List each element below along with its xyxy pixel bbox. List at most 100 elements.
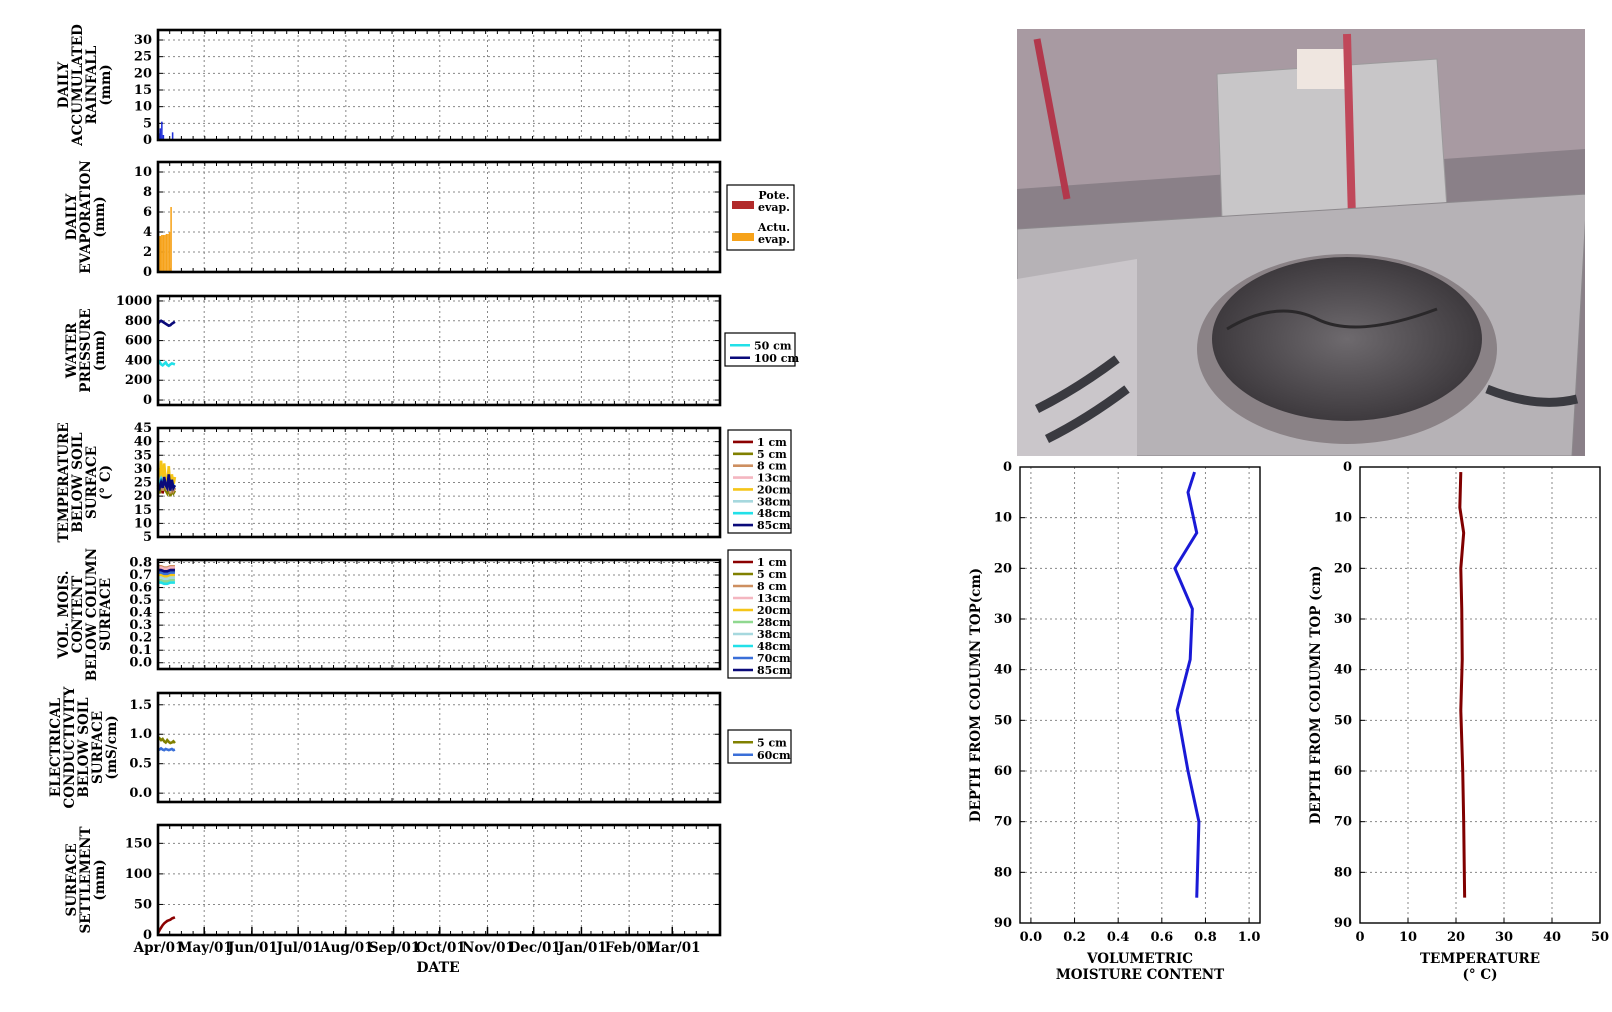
pressure-ytick-label: 400 — [125, 353, 152, 368]
vmc_profile-ytick-label: 50 — [994, 713, 1012, 728]
x-tick-label: Sep/01 — [369, 940, 421, 956]
temp_profile-ytick-label: 10 — [1334, 511, 1352, 526]
temperature-ytick-label: 15 — [134, 503, 152, 518]
temp_profile-panel: 0 10 20 30 40 500102030405060708090TEMPERATUR… — [1308, 460, 1609, 983]
evap-ytick-label: 8 — [143, 185, 152, 200]
rain-ytick-label: 25 — [134, 50, 152, 65]
vmc_profile-ylabel: DEPTH FROM COLUMN TOP(cm) — [968, 568, 984, 822]
evap-bar — [163, 235, 165, 272]
temp_profile-profile-line — [1460, 472, 1465, 898]
temperature-ytick-label: 40 — [134, 435, 152, 450]
evap-ytick-label: 4 — [143, 225, 152, 240]
vmc_profile-xtick-label: 0.8 — [1194, 930, 1217, 945]
ec-ytick-label: 0.0 — [129, 786, 152, 801]
moisture-ylabel: SURFACE — [98, 578, 114, 651]
temp_profile-ytick-label: 90 — [1334, 916, 1352, 931]
temp_profile-ytick-label: 40 — [1334, 663, 1352, 678]
evap-panel: 0246810DAILYEVAPORATION(mm)Pote.evap.Act… — [64, 160, 794, 280]
evap-ytick-label: 0 — [143, 265, 152, 280]
temp_profile-xtick-label: 50 — [1591, 930, 1609, 945]
x-tick-label: Jan/01 — [557, 940, 607, 956]
moisture-series-13cm — [158, 568, 175, 569]
vmc_profile-profile-line — [1175, 472, 1199, 898]
moisture-frame — [158, 560, 720, 669]
ec-panel: 0.00.51.01.5ELECTRICALCONDUCTIVITYBELOW … — [48, 686, 791, 808]
x-tick-label: Aug/01 — [319, 940, 373, 956]
temperature-legend-label: 85cm — [757, 519, 791, 532]
temperature-ytick-label: 25 — [134, 476, 152, 491]
ec-series-60cm — [158, 748, 175, 750]
vmc_profile-panel: 0.0 0.2 0.4 0.6 0.8 1.00102030405060708090VOL… — [968, 460, 1260, 983]
rain-ytick-label: 10 — [134, 100, 152, 115]
x-tick-label: Jun/01 — [227, 940, 278, 956]
pressure-ytick-label: 800 — [125, 314, 152, 329]
settlement-series-settlement — [158, 917, 175, 933]
vmc_profile-xtick-label: 0.4 — [1107, 930, 1130, 945]
ec-frame — [158, 693, 720, 802]
rain-ytick-label: 5 — [143, 116, 152, 131]
pressure-legend-label: 50 cm — [754, 339, 792, 352]
pressure-ytick-label: 600 — [125, 334, 152, 349]
rain-ytick-label: 20 — [134, 66, 152, 81]
vmc_profile-ytick-label: 0 — [1003, 460, 1012, 475]
pressure-series-50cm — [158, 362, 175, 366]
evap-legend-label: evap. — [758, 233, 790, 246]
vmc_profile-ytick-label: 40 — [994, 663, 1012, 678]
evap-bar — [169, 232, 171, 272]
rain-bar — [160, 128, 162, 140]
ec-series-5cm — [158, 737, 175, 743]
evap-legend-swatch — [732, 233, 754, 241]
rain-panel: 051015202530DAILYACCUMULATEDRAINFALL(mm) — [56, 24, 720, 148]
evap-ytick-label: 2 — [143, 245, 152, 260]
pressure-ytick-label: 1000 — [116, 294, 152, 309]
pressure-ylabel: (mm) — [92, 330, 108, 371]
temp_profile-ytick-label: 80 — [1334, 865, 1352, 880]
temp_profile-ytick-label: 70 — [1334, 815, 1352, 830]
pressure-legend-label: 100 cm — [754, 352, 799, 365]
temperature-ylabel: (° C) — [98, 465, 114, 500]
temperature-ytick-label: 45 — [134, 421, 152, 436]
vmc_profile-ytick-label: 20 — [994, 561, 1012, 576]
vmc_profile-ytick-label: 60 — [994, 764, 1012, 779]
pressure-ytick-label: 0 — [143, 393, 152, 408]
x-tick-label: Jul/01 — [276, 940, 322, 956]
evap-legend-swatch — [732, 201, 754, 209]
x-tick-label: Oct/01 — [416, 940, 466, 956]
evap-ylabel: (mm) — [92, 196, 108, 237]
pressure-frame — [158, 296, 720, 405]
vmc_profile-frame — [1020, 467, 1260, 923]
moisture-series-48cm — [158, 583, 175, 584]
x-tick-label: Dec/01 — [509, 940, 561, 956]
vmc_profile-xtick-label: 0.2 — [1063, 930, 1086, 945]
temp_profile-ytick-label: 50 — [1334, 713, 1352, 728]
moisture-panel: 0.00.10.20.30.40.50.60.70.8 VOL. MOIS.CON… — [56, 548, 791, 681]
vmc_profile-xtick-label: 1.0 — [1238, 930, 1261, 945]
ec-ylabel: (mS/cm) — [104, 715, 120, 779]
temp_profile-xtick-label: 40 — [1543, 930, 1561, 945]
temp_profile-ytick-label: 0 — [1343, 460, 1352, 475]
x-tick-label: May/01 — [178, 940, 233, 956]
settlement-ytick-label: 100 — [125, 867, 152, 882]
evap-frame — [158, 162, 720, 272]
temperature-ytick-label: 30 — [134, 462, 152, 477]
evap-bar — [167, 234, 169, 272]
evap-legend-label: evap. — [758, 201, 790, 214]
temp_profile-xlabel: (° C) — [1463, 967, 1498, 983]
ec-ytick-label: 1.5 — [129, 698, 152, 713]
settlement-ytick-label: 50 — [134, 897, 152, 912]
evap-bar — [170, 207, 172, 272]
x-tick-label: Mar/01 — [646, 940, 701, 956]
vmc_profile-ytick-label: 10 — [994, 511, 1012, 526]
vmc_profile-ytick-label: 70 — [994, 815, 1012, 830]
temp_profile-xtick-label: 0 — [1355, 930, 1364, 945]
evap-ytick-label: 6 — [143, 205, 152, 220]
vmc_profile-xlabel: MOISTURE CONTENT — [1056, 967, 1224, 983]
temp_profile-xtick-label: 20 — [1447, 930, 1465, 945]
evap-bar — [164, 235, 166, 272]
moisture-series-85cm — [158, 570, 175, 571]
temperature-ytick-label: 20 — [134, 489, 152, 504]
pressure-ytick-label: 200 — [125, 373, 152, 388]
ec-ytick-label: 0.5 — [129, 757, 152, 772]
evap-bar — [160, 236, 162, 272]
